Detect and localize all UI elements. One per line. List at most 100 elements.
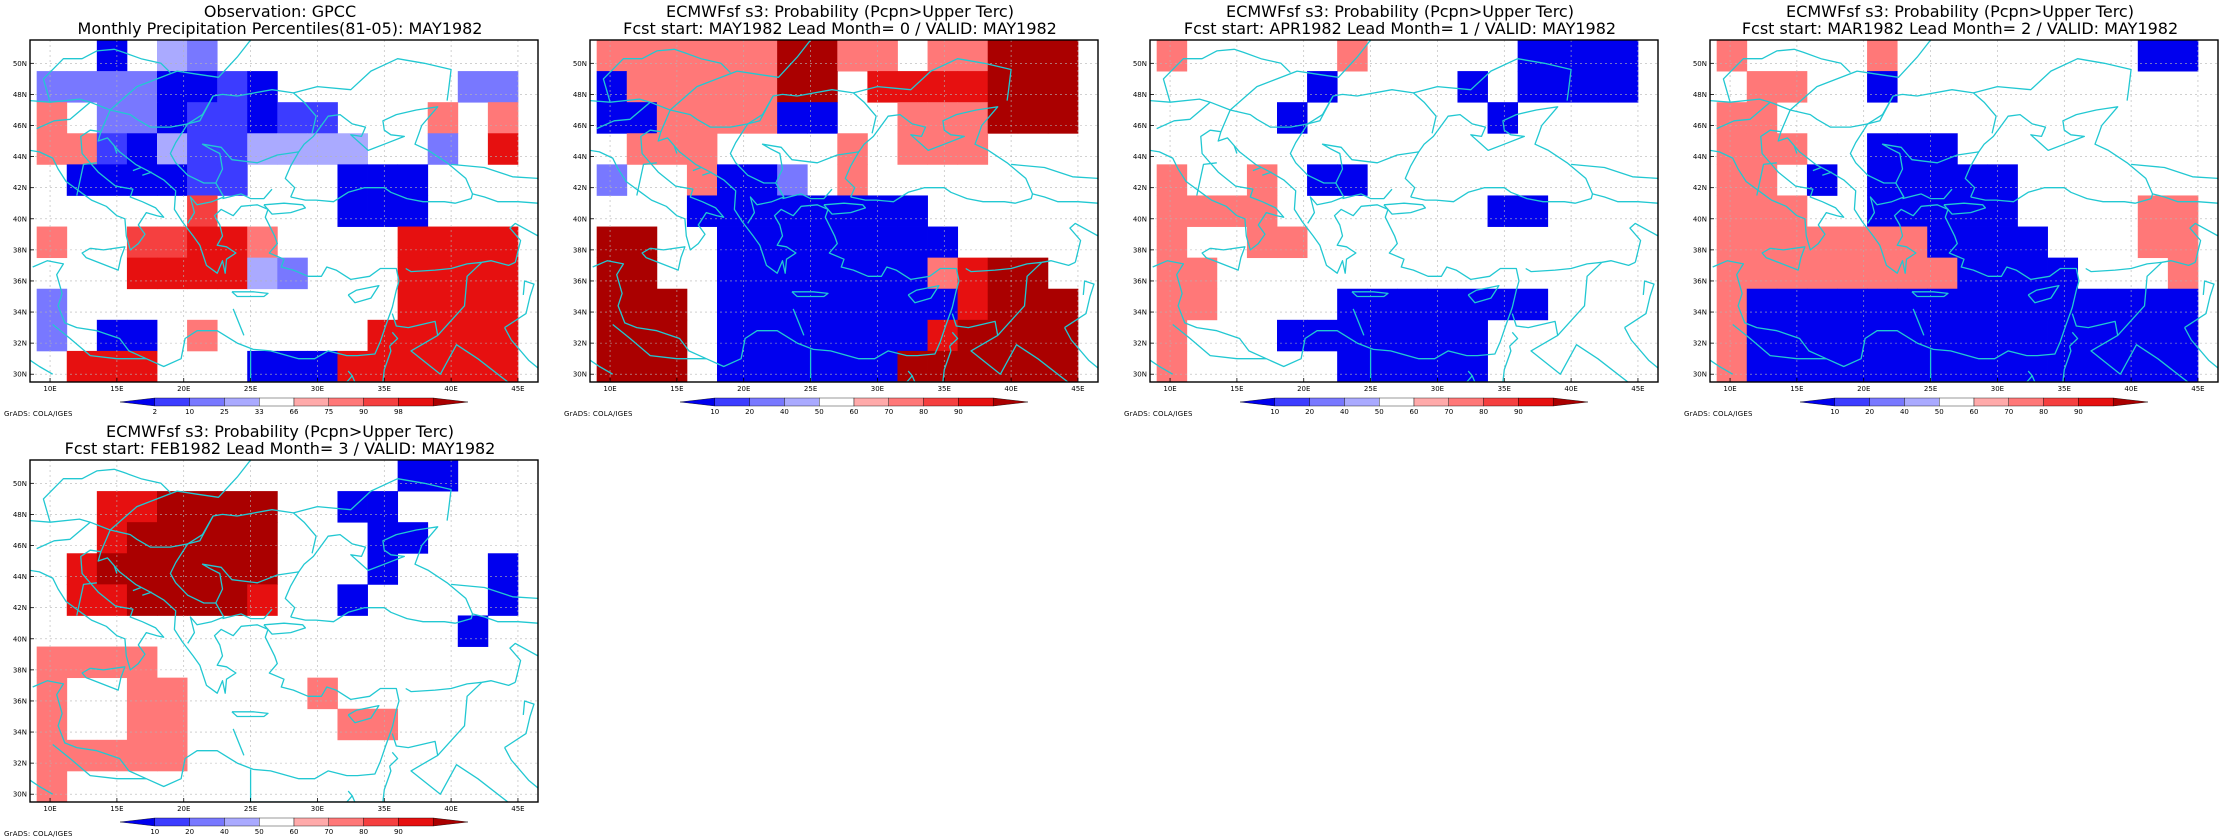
lat-label: 48N (13, 91, 27, 99)
lon-label: 35E (378, 805, 391, 813)
coastline (284, 526, 474, 624)
precip-cell (656, 350, 688, 382)
lat-label: 42N (13, 184, 27, 192)
precip-cell (626, 319, 658, 352)
colorbar-label: 20 (185, 828, 194, 836)
precip-cell (927, 257, 959, 290)
precip-cell (1897, 350, 1928, 382)
panel-subtitle: Monthly Precipitation Percentiles(81-05)… (77, 19, 483, 38)
coastline (1097, 133, 1098, 135)
precip-cell (957, 257, 989, 290)
panel-subtitle: Fcst start: MAR1982 Lead Month= 2 / VALI… (1741, 19, 2179, 38)
lat-label: 32N (13, 760, 27, 768)
map-frame (589, 39, 1099, 383)
coastline (792, 308, 805, 336)
map-panel: ECMWFsf s3: Probability (Pcpn>Upper Terc… (1680, 0, 2240, 420)
map-panel: ECMWFsf s3: Probability (Pcpn>Upper Terc… (0, 420, 560, 840)
precip-cell (487, 71, 519, 103)
coastline (1911, 291, 1949, 298)
colorbar-segment (819, 397, 855, 407)
coastline (1780, 40, 1932, 132)
lat-label: 32N (1133, 340, 1147, 348)
lon-label: 20E (737, 385, 750, 393)
coastline (2085, 260, 2196, 273)
lat-label: 30N (573, 371, 587, 379)
lon-label: 40E (444, 805, 457, 813)
coastline (1262, 171, 1272, 176)
precip-cell (1776, 288, 1808, 321)
precip-cell (1987, 319, 2018, 352)
coastline (907, 370, 942, 382)
precip-cell (957, 102, 989, 134)
precip-cell (1867, 133, 1898, 165)
coastline (113, 565, 118, 574)
colorbar-label: 90 (1514, 408, 1523, 416)
coastline (1162, 48, 1291, 103)
lon-label: 45E (1631, 385, 1644, 393)
colorbar-label: 40 (780, 408, 789, 416)
lat-label: 40N (13, 215, 27, 223)
colorbar-label: 20 (745, 408, 754, 416)
colorbar-segment (679, 397, 716, 407)
lat-label: 46N (1693, 122, 1707, 130)
coastline (1710, 359, 1734, 375)
precip-cell (837, 195, 868, 227)
lat-label: 34N (1133, 309, 1147, 317)
precip-cell (397, 350, 429, 382)
precip-cell (2137, 195, 2169, 227)
precip-cell (1897, 164, 1928, 196)
coastline (1466, 375, 1503, 382)
colorbar-label: 33 (255, 408, 264, 416)
coastline (1342, 188, 1393, 200)
coastline (132, 166, 142, 172)
precip-cell (686, 102, 718, 134)
precip-cell (157, 677, 188, 710)
precip-cell (1957, 350, 1988, 382)
precip-cell (1746, 257, 1778, 290)
lat-label: 38N (13, 666, 27, 674)
precip-cell (987, 102, 1019, 134)
lat-label: 36N (13, 697, 27, 705)
precip-cell (837, 164, 868, 196)
precip-cell (1337, 164, 1368, 196)
coastline (169, 95, 299, 184)
coastline (293, 58, 452, 101)
precip-cell (927, 350, 959, 382)
precip-cell (2017, 257, 2048, 290)
coastline (1716, 101, 1771, 130)
precip-cell (2137, 226, 2169, 259)
coastline (142, 171, 152, 176)
colorbar-label: 10 (1830, 408, 1839, 416)
precip-cell (427, 350, 459, 382)
precip-cell (1897, 226, 1928, 259)
colorbar-segment (749, 397, 785, 407)
colorbar-label: 90 (2074, 408, 2083, 416)
colorbar-label: 80 (359, 828, 368, 836)
precip-cell (157, 164, 188, 196)
lon-label: 30E (1991, 385, 2004, 393)
precip-cell (217, 491, 248, 523)
precip-cell (747, 350, 778, 382)
coastline (504, 700, 535, 749)
precip-cell (867, 40, 898, 72)
lat-label: 34N (1693, 309, 1707, 317)
coastline (1252, 166, 1262, 172)
precip-cell (247, 133, 278, 165)
precip-cell (1806, 257, 1838, 290)
precip-cell (126, 708, 158, 741)
colorbar-label: 60 (290, 828, 299, 836)
precip-cell (1806, 164, 1838, 196)
precip-cell (247, 350, 278, 382)
coastline (1973, 58, 2132, 101)
lon-label: 25E (1364, 385, 1377, 393)
lat-label: 44N (13, 153, 27, 161)
coastline (1849, 95, 1979, 184)
coastline (2184, 327, 2218, 369)
coastline (1404, 106, 1594, 204)
precip-cell (2167, 288, 2199, 321)
precip-cell (596, 226, 628, 259)
precip-cell (867, 319, 898, 352)
lon-label: 15E (1790, 385, 1803, 393)
precip-cell (957, 350, 989, 382)
precip-cell (277, 133, 308, 165)
